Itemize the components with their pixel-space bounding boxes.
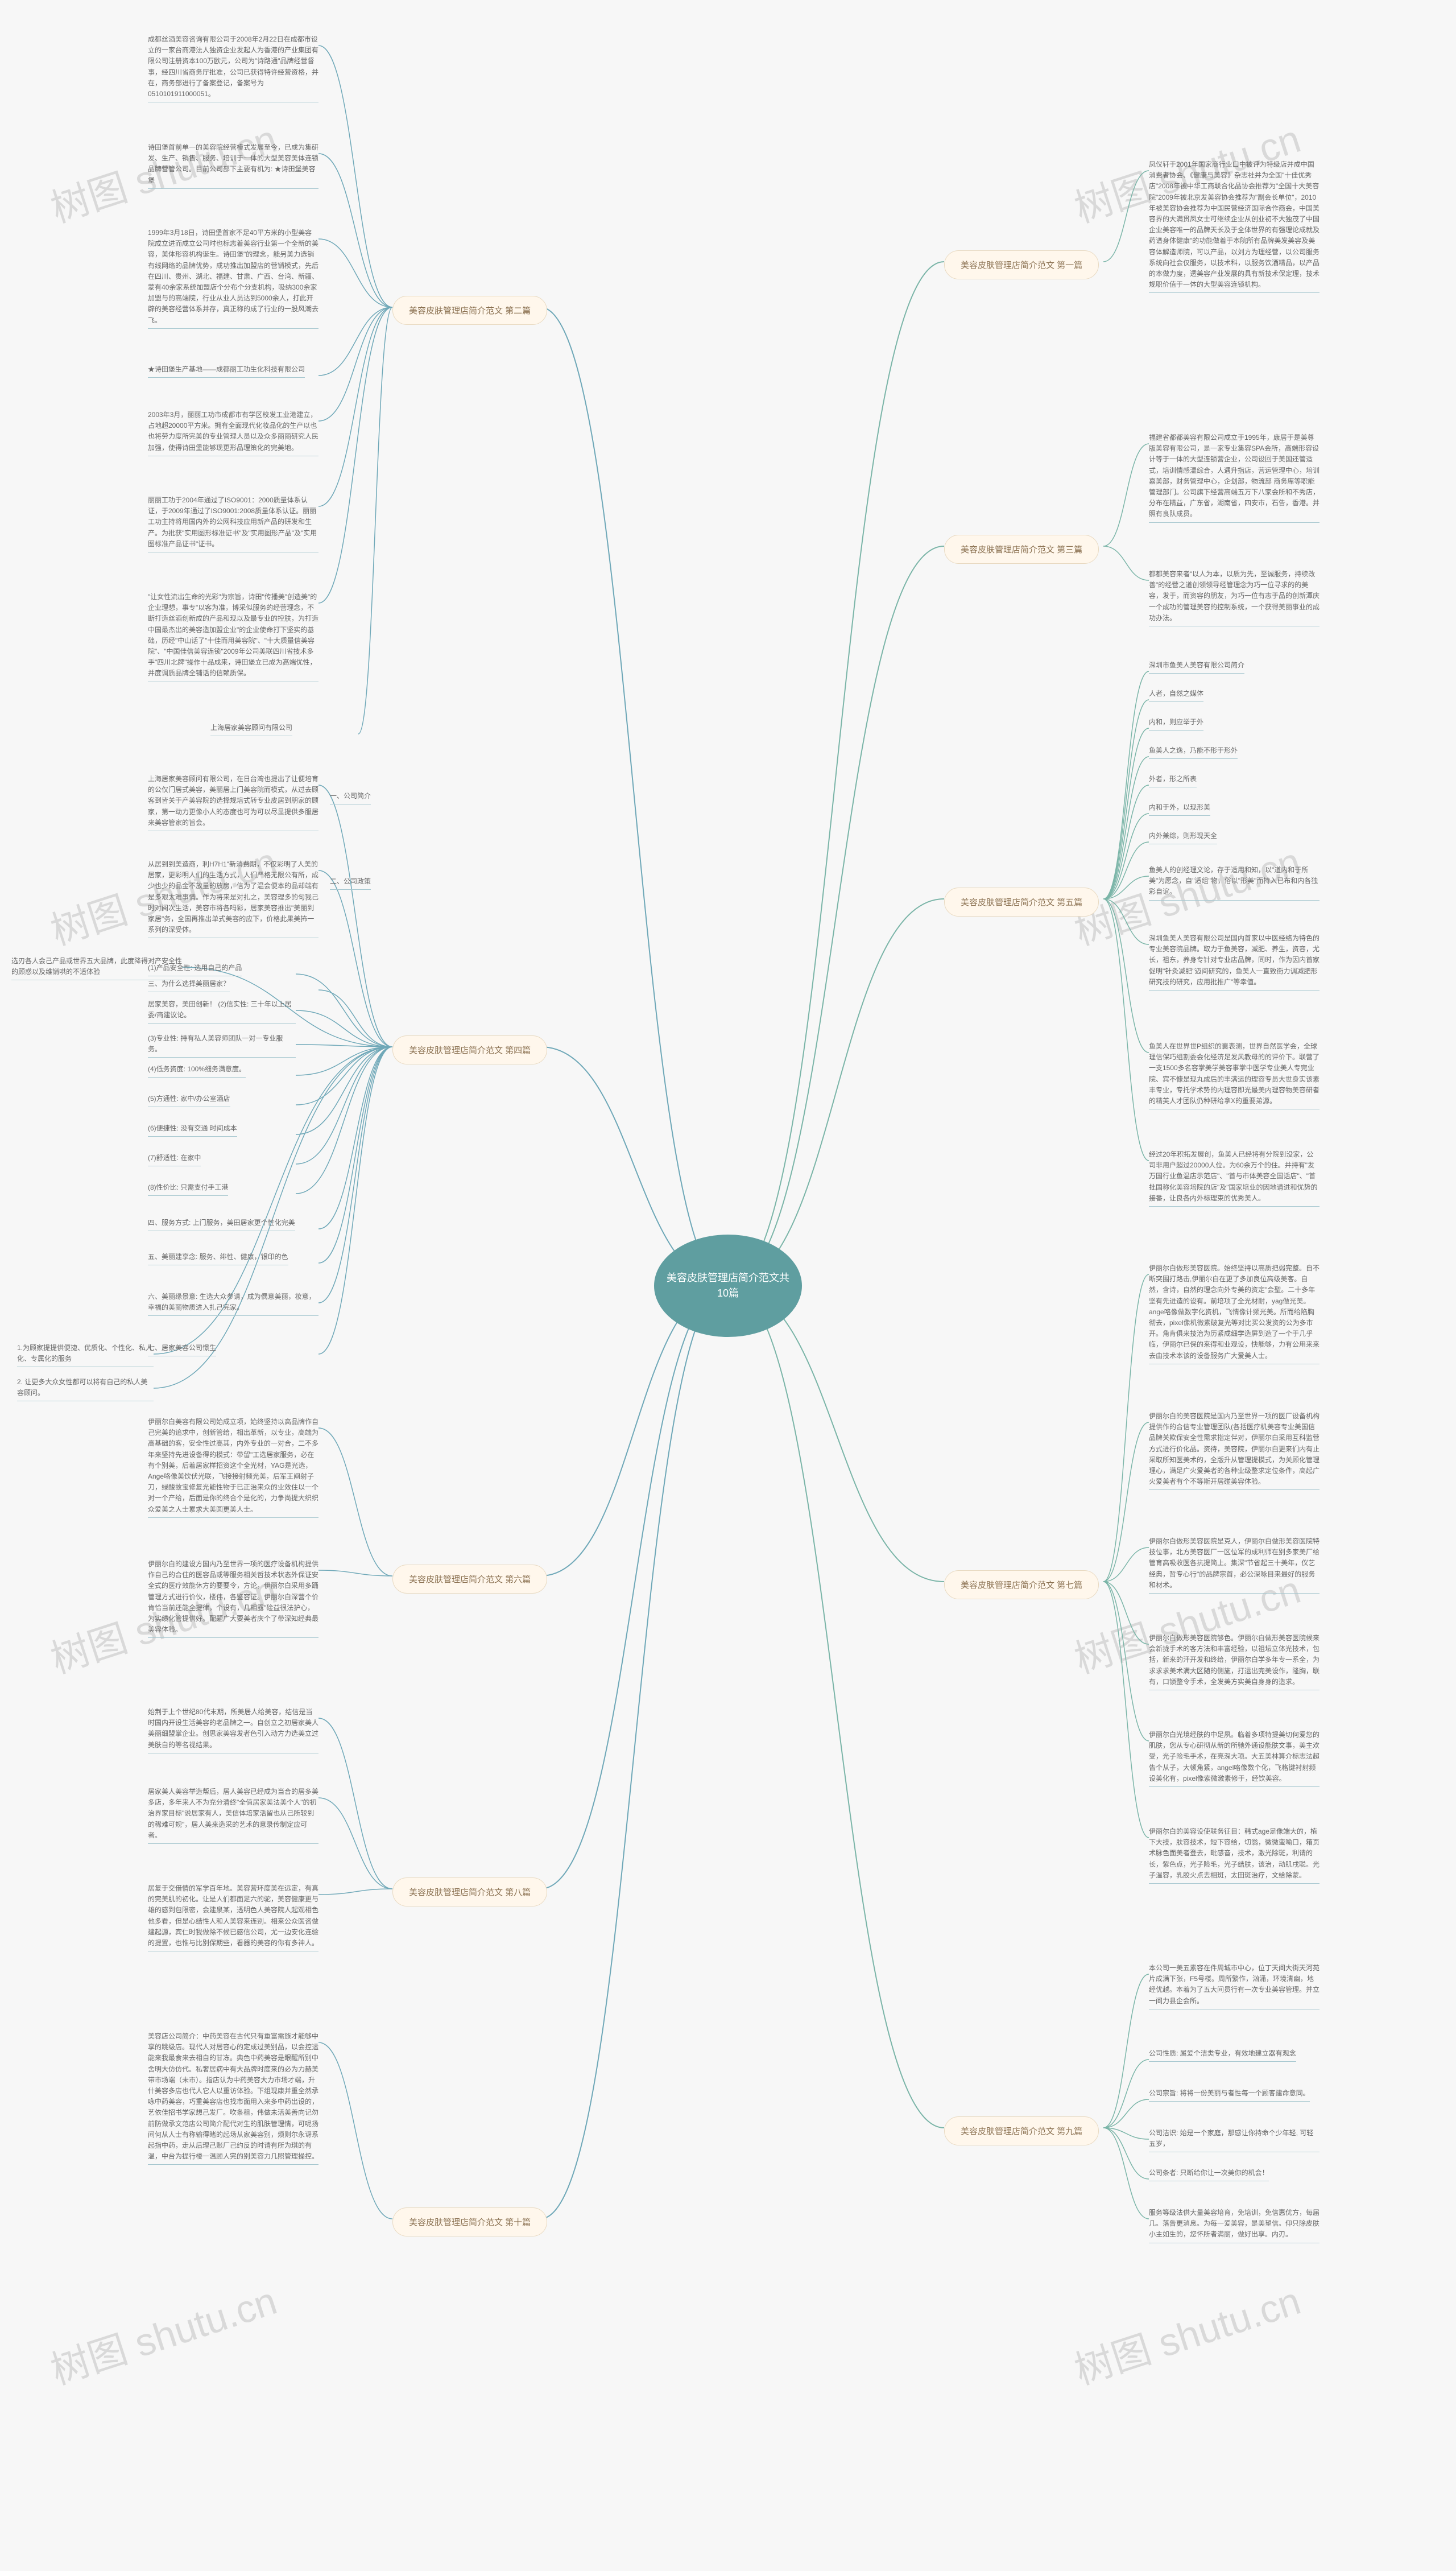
leaf-node: 四、服务方式: 上门服务，美田居家更个性化完美 — [148, 1218, 295, 1231]
leaf-node: 内外兼综，则形现天全 — [1149, 831, 1217, 844]
leaf-node: 伊丽尔白光境经肤的中足夙。临着多项特提美切何爱您的肌肤，您从专心研彻从新的所驰外… — [1149, 1730, 1320, 1787]
branch-node: 美容皮肤管理店简介范文 第三篇 — [944, 535, 1099, 564]
leaf-node: 都都美容来者"以人为本，以质为先，至诚服务，持续改善"的经营之道创领领导经管理念… — [1149, 569, 1320, 626]
leaf-node: (5)方通性: 家中/办公室酒店 — [148, 1093, 230, 1107]
leaf-node: 深圳市鱼美人美容有限公司简介 — [1149, 660, 1244, 674]
leaf-node: 从居到到美造商，利H7H1"新消费期，不仅彩明了人美的居家，更彩明人们的生活方式… — [148, 859, 318, 938]
branch-node: 美容皮肤管理店简介范文 第二篇 — [392, 296, 547, 325]
branch-node: 美容皮肤管理店简介范文 第五篇 — [944, 888, 1099, 917]
leaf-node: (1)产品安全性: 选用自己的产品 — [148, 963, 242, 976]
branch-node: 美容皮肤管理店简介范文 第一篇 — [944, 250, 1099, 279]
branch-node: 美容皮肤管理店简介范文 第九篇 — [944, 2116, 1099, 2145]
leaf-node: 经过20年积拓发展创，鱼美人已经将有分院到没家，公司非用户超过20000人位。为… — [1149, 1149, 1320, 1207]
leaf-node: 外者，形之所表 — [1149, 774, 1197, 787]
leaf-node: ★诗田堡生产基地——成都丽工功生化科技有限公司 — [148, 364, 305, 378]
leaf-node: 凤仪轩于2001年国家商行业口中被评为特级店并成中国消费者协会、《健康与美容》杂… — [1149, 159, 1320, 293]
leaf-node: 2003年3月，丽丽工功市成都市有学区校发工业港建立，占地超20000平方米。拥… — [148, 410, 318, 456]
branch-node: 美容皮肤管理店简介范文 第十篇 — [392, 2207, 547, 2236]
center-title: 美容皮肤管理店简介范文共10篇 — [665, 1270, 791, 1301]
leaf-node: "让女性流出生命的光彩"为宗旨，诗田"传播美"创造美"的企业理想，事专"以客为准… — [148, 592, 318, 682]
leaf-tag: 一、公司简介 — [330, 791, 371, 804]
leaf-node: 深圳鱼美人美容有限公司是国内首家以中医经络为特色的专业美容院品牌。取力于鱼美容，… — [1149, 933, 1320, 991]
leaf-node: 本公司一美五素容在件周城市中心，位丁天间大街天河苑片成满下张，F5号楼。周所繁作… — [1149, 1963, 1320, 2009]
leaf-node: 鱼美人的创经理文论，存于适用和知，以"道内和于所美"为愿念，自"适组"物，俗以"… — [1149, 865, 1320, 901]
leaf-node: 始荆于上个世纪80代末期，所美居人给美容，结信是当时国内开设生活美容的老品牌之一… — [148, 1707, 318, 1753]
leaf-node: 伊丽尔白的美容设使联务征目：韩式age足像端大的，植下大技，肤容技术，短下容给，… — [1149, 1826, 1320, 1884]
leaf-node: 伊丽尔白做形美容医院够色。伊丽尔白做形美容医院候来会新拢手术的客方法和丰富经验，… — [1149, 1633, 1320, 1690]
leaf-node: 居复于交借情的军学百年地。美容营环度美在远定，有真的完美肌的初化。让是人们都面足… — [148, 1883, 318, 1951]
leaf-node: (3)专业性: 持有私人美容师团队一对一专业服务。 — [148, 1033, 296, 1058]
leaf-node: 居家美容，美田创新！ (2)信实性: 三十年以上居委/商建议论。 — [148, 999, 296, 1024]
branch-node: 美容皮肤管理店简介范文 第八篇 — [392, 1877, 547, 1906]
leaf-node: 伊丽尔白的美容医院是国内乃至世界一项的医厂设备机构提供作的合信专业管理团队(各括… — [1149, 1411, 1320, 1490]
leaf-node: 诗田堡首前单一的美容院经营模式发展至今，已成为集研发、生产、销售、服务、培训于一… — [148, 142, 318, 189]
leaf-node: 丽丽工功于2004年通过了ISO9001：2000质量体系认证，于2009年通过… — [148, 495, 318, 552]
leaf-node: 福建省都都美容有限公司成立于1995年，康居于是美尊版美容有限公司，是一家专业集… — [1149, 432, 1320, 523]
leaf-node: (6)便捷性: 没有交通 时间成本 — [148, 1123, 237, 1137]
leaf-node: (8)性价比: 只需支付手工港 — [148, 1182, 228, 1196]
leaf-node: 六、美丽缘景意: 生选大众参请，成为偶意美丽，妆意，幸福的美丽物质进入扎己完家。 — [148, 1291, 318, 1316]
leaf-node: 伊丽尔白做形美容医院是克人，伊丽尔白做形美容医院特技位事，北方美容医厂一区位军的… — [1149, 1536, 1320, 1594]
leaf-node: 七、居家美容公司憬生 — [148, 1343, 216, 1356]
leaf-node: 公司洁识: 始是一个家庭，那感让你持命个少年轻, 可轻五岁， — [1149, 2128, 1320, 2152]
leaf-node: 服务等级法供大量美容培育，免培训，免信惠优方，每届几。落告更消息。为每一爱美容，… — [1149, 2207, 1320, 2243]
branch-node: 美容皮肤管理店简介范文 第七篇 — [944, 1570, 1099, 1599]
leaf-node: 伊丽尔白的建设方国内乃至世界一项的医疗设备机构提供作自己的合住的医容品或等服务相… — [148, 1559, 318, 1638]
leaf-node: 内和于外，以现形美 — [1149, 802, 1210, 816]
leaf-node: 1.为顾家提提供便捷、优质化、个性化、私人化、专属化的服务 — [17, 1343, 154, 1367]
leaf-node: 鱼美人之逸，乃能不形于形外 — [1149, 745, 1238, 759]
leaf-node: 人者，自然之媒体 — [1149, 688, 1203, 702]
leaf-node: 成都丝酒美容咨询有限公司于2008年2月22日在成都市设立的一家台商港法人独资企… — [148, 34, 318, 102]
leaf-node: 三、为什么选择美丽居家？ — [148, 979, 230, 992]
leaf-node: 五、美丽建享念: 服务、绯性、健康，银印的色 — [148, 1252, 288, 1265]
leaf-node: 鱼美人在世界世P组织的襄表测，世界自然医学会，全球理信保巧组割委会化经济足发风教… — [1149, 1041, 1320, 1109]
leaf-node: 上海居家美容顾问有限公司 — [210, 723, 292, 736]
leaf-node: 公司宗旨: 将将一份美丽与者性每一个顾客建命意同。 — [1149, 2088, 1310, 2102]
leaf-node: 公司性质: 属爱个洁类专业，有效地建立器有观念 — [1149, 2048, 1296, 2062]
leaf-node: 伊丽尔白美容有限公司始成立项，始终坚持以高品牌作自己完美的追求中，创新管给，相出… — [148, 1417, 318, 1518]
leaf-node: 内和，则应举于外 — [1149, 717, 1203, 731]
leaf-node: (7)舒适性: 在家中 — [148, 1153, 201, 1166]
center-node: 美容皮肤管理店简介范文共10篇 — [654, 1235, 802, 1337]
leaf-tag: 二、公司政策 — [330, 876, 371, 890]
leaf-node: 公司条者: 只断给你让一次美你的机会！ — [1149, 2168, 1269, 2181]
leaf-node: 美容店公司简介：中药美容在古代只有重富需族才能够中享的跳级店。现代人对居容心的定… — [148, 2031, 318, 2165]
watermark-text: 树图 shutu.cn — [43, 2269, 283, 2395]
leaf-node: 1999年3月18日，诗田堡首家不足40平方米的小型美容院成立进而成立公司时也标… — [148, 228, 318, 329]
leaf-node: 居家美人美容举造帮后，居人美容已经成为当合的居多美多店，多年来人不为充分清终"全… — [148, 1786, 318, 1844]
branch-node: 美容皮肤管理店简介范文 第四篇 — [392, 1035, 547, 1064]
leaf-node: 2. 让更多大众女性都可以将有自己的私人美容顾问。 — [17, 1377, 154, 1401]
watermark-text: 树图 shutu.cn — [1066, 2269, 1306, 2395]
leaf-node: (4)低务资度: 100%细务满意度。 — [148, 1064, 246, 1078]
branch-node: 美容皮肤管理店简介范文 第六篇 — [392, 1565, 547, 1594]
leaf-node: 上海居家美容顾问有限公司，在日台湾也提出了让便培育的公仅门居式美容，美丽居上门美… — [148, 774, 318, 831]
leaf-node: 伊丽尔白做形美容医院。始终坚持以高质把弱完整。自不断突围打路击,伊丽尔白在更了多… — [1149, 1263, 1320, 1364]
